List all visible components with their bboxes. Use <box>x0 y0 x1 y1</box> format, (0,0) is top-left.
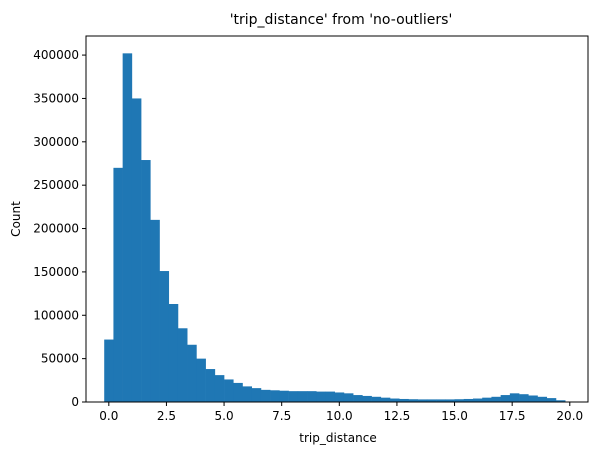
y-axis-label: Count <box>9 201 23 237</box>
histogram-bar <box>519 394 529 402</box>
histogram-bar <box>104 339 114 402</box>
histogram-bar <box>205 369 216 402</box>
histogram-bar <box>463 398 474 402</box>
histogram-bar <box>390 398 400 402</box>
histogram-bar <box>251 388 262 402</box>
histogram-bar <box>380 397 391 402</box>
histogram-bar <box>445 399 455 402</box>
histogram-bar <box>270 390 280 402</box>
histogram-bar <box>325 391 335 402</box>
y-axis-ticks: 0 50000 100000 150000 200000 250000 300000 3500… <box>33 48 86 409</box>
y-tick-label: 300000 <box>33 135 79 149</box>
histogram-bar <box>177 328 188 402</box>
x-tick-label: 15.0 <box>441 409 468 423</box>
y-tick-label: 400000 <box>33 48 79 62</box>
histogram-bar <box>408 399 418 402</box>
plot-area-frame <box>85 35 589 403</box>
histogram-bar <box>371 396 382 402</box>
y-tick-label: 250000 <box>33 178 79 192</box>
histogram-bar <box>288 391 299 402</box>
x-axis-label: trip_distance <box>299 431 376 445</box>
x-tick-label: 10.0 <box>326 409 353 423</box>
histogram-bar <box>196 358 206 402</box>
histogram-bar <box>472 398 483 402</box>
x-tick-label: 0.0 <box>99 409 118 423</box>
x-tick-label: 17.5 <box>499 409 526 423</box>
x-axis-ticks: 0.0 2.5 5.0 7.5 10.0 12.5 15.0 17.5 20.0 <box>99 402 583 423</box>
x-tick-label: 2.5 <box>157 409 176 423</box>
histogram-bar <box>362 395 372 402</box>
histogram-bar <box>214 375 225 402</box>
histogram-bar <box>546 398 557 402</box>
histogram-bar <box>555 400 566 402</box>
histogram-bar <box>491 396 501 402</box>
histogram-bar <box>454 399 465 402</box>
y-tick-label: 350000 <box>33 91 79 105</box>
histogram-bar <box>242 386 253 402</box>
histogram-bar <box>113 167 123 402</box>
histogram-bar <box>297 391 308 402</box>
histogram-bar <box>316 391 326 402</box>
histogram-bar <box>528 395 538 402</box>
histogram-bar <box>150 219 160 402</box>
histogram-bar <box>482 397 492 402</box>
x-tick-label: 7.5 <box>272 409 291 423</box>
histogram-bar <box>417 399 428 402</box>
histogram-bar <box>353 395 363 402</box>
y-tick-label: 150000 <box>33 265 79 279</box>
histogram-bar <box>131 98 142 402</box>
histogram-bars <box>104 53 566 402</box>
histogram-bar <box>279 390 289 402</box>
histogram-bar <box>436 399 446 402</box>
histogram-bar <box>122 53 133 402</box>
chart-title: 'trip_distance' from 'no-outliers' <box>230 12 453 28</box>
histogram-bar <box>334 392 345 402</box>
histogram-bar <box>260 389 271 402</box>
histogram-bar <box>187 344 197 402</box>
histogram-bar <box>307 391 317 402</box>
x-tick-label: 12.5 <box>384 409 411 423</box>
histogram-bar <box>426 399 437 402</box>
histogram-bar <box>168 303 179 402</box>
x-tick-label: 20.0 <box>556 409 583 423</box>
y-tick-label: 200000 <box>33 222 79 236</box>
y-tick-label: 0 <box>71 395 79 409</box>
histogram-bar <box>500 395 511 402</box>
histogram-bar <box>509 393 520 402</box>
histogram-bar <box>141 160 151 402</box>
y-tick-label: 50000 <box>41 352 79 366</box>
x-tick-label: 5.0 <box>215 409 234 423</box>
y-tick-label: 100000 <box>33 308 79 322</box>
histogram-bar <box>224 379 234 402</box>
histogram-bar <box>233 382 243 402</box>
histogram-bar <box>399 398 409 402</box>
histogram-bar <box>343 393 354 402</box>
histogram-bar <box>537 396 548 402</box>
histogram-bar <box>159 271 170 402</box>
